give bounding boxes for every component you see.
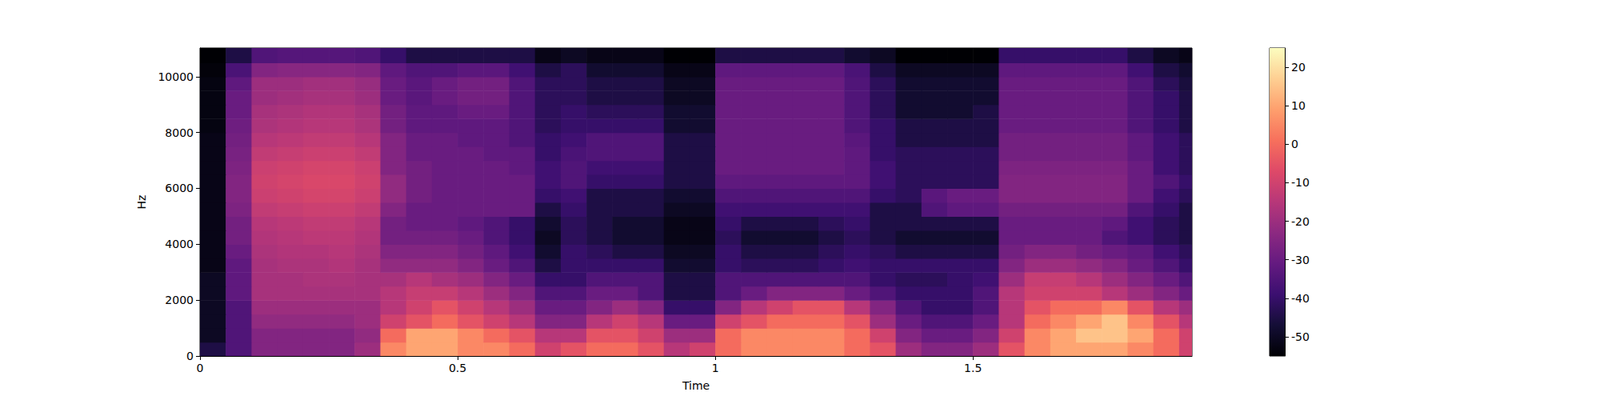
svg-text:-50: -50 [1291,330,1310,344]
svg-text:4000: 4000 [164,237,194,251]
svg-text:8000: 8000 [164,126,194,140]
svg-text:0: 0 [1291,137,1299,151]
svg-text:6000: 6000 [164,181,194,195]
svg-text:0: 0 [186,349,194,363]
svg-text:20: 20 [1291,60,1306,74]
svg-text:-20: -20 [1291,215,1310,228]
svg-text:-40: -40 [1291,292,1310,305]
svg-text:2000: 2000 [164,293,194,307]
svg-text:Time: Time [681,379,710,392]
svg-text:0: 0 [196,361,204,375]
svg-text:10000: 10000 [157,70,194,84]
svg-text:10: 10 [1291,99,1306,112]
svg-text:-10: -10 [1291,176,1310,189]
svg-text:1.5: 1.5 [964,361,982,375]
svg-text:Hz: Hz [135,195,148,210]
svg-text:1: 1 [712,361,720,375]
svg-text:0.5: 0.5 [448,361,467,375]
svg-text:-30: -30 [1291,253,1310,267]
